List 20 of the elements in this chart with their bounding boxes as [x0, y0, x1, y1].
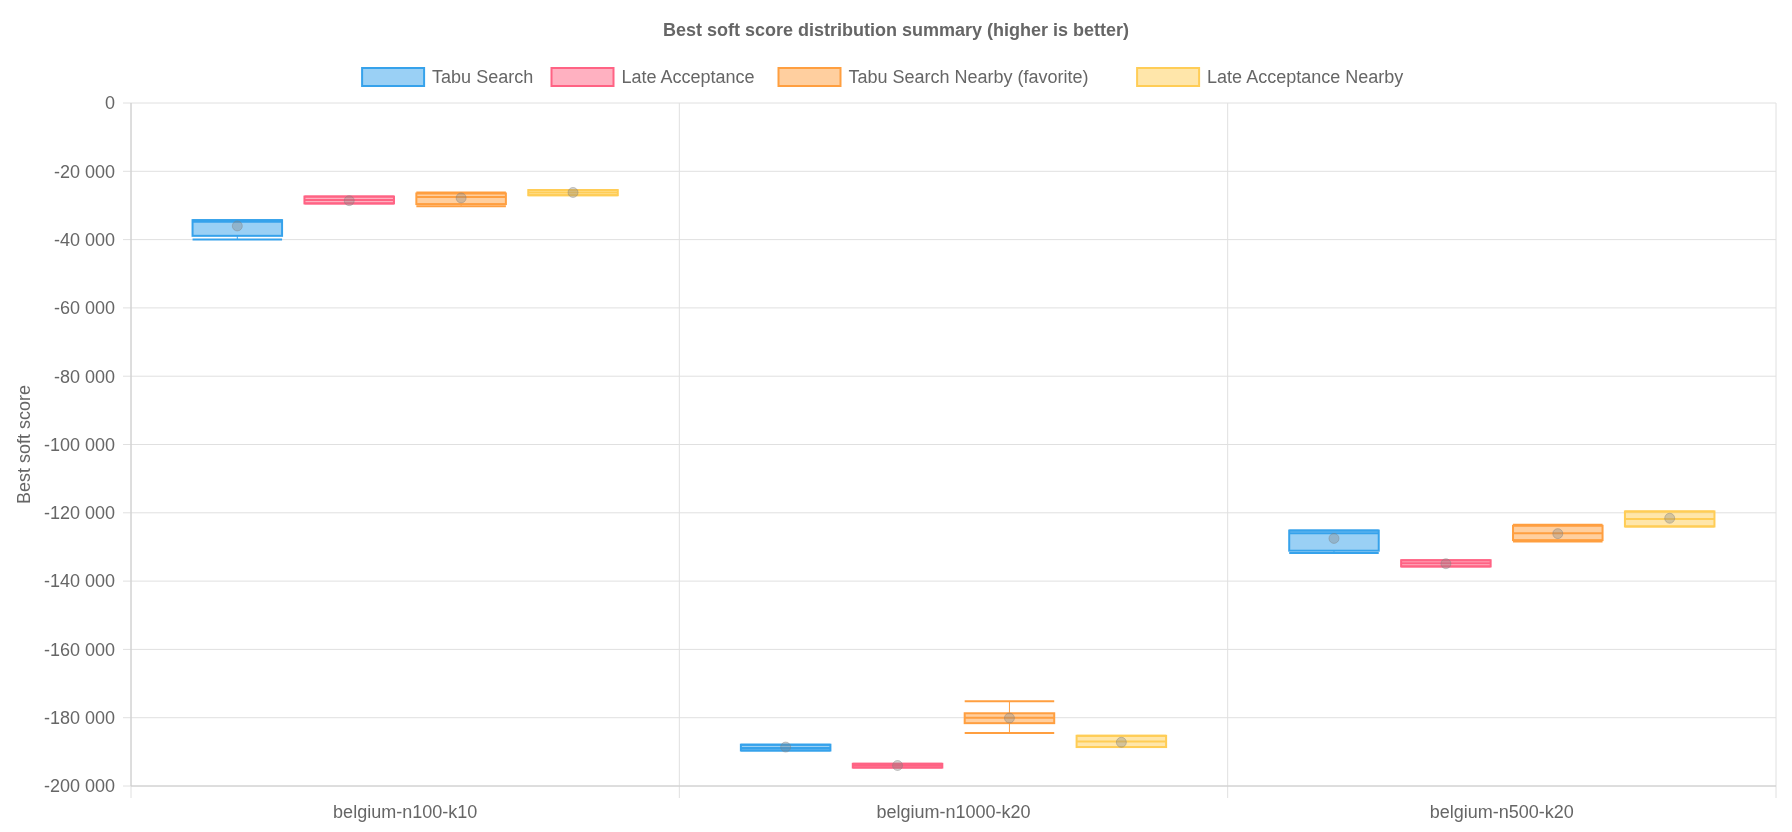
legend-label: Late Acceptance: [621, 67, 755, 87]
legend-label: Tabu Search: [432, 67, 534, 87]
y-tick-label: -120 000: [43, 503, 115, 524]
y-tick-label: -180 000: [43, 708, 115, 728]
y-tick-label: -140 000: [43, 571, 115, 592]
legend-label: Late Acceptance Nearby: [1207, 67, 1404, 87]
x-tick-label: belgium-n500-k20: [1429, 802, 1574, 822]
y-tick-label: -40 000: [53, 229, 115, 250]
y-tick-label: 0: [104, 93, 115, 114]
chart-title: Best soft score distribution summary (higher is better): [662, 20, 1130, 40]
legend-label: Tabu Search Nearby (favorite): [848, 67, 1089, 87]
y-axis-title: Best soft score: [14, 384, 34, 505]
y-tick-label: -80 000: [53, 366, 115, 387]
x-tick-label: belgium-n1000-k20: [876, 802, 1031, 822]
y-tick-label: -60 000: [53, 298, 115, 319]
y-tick-label: -20 000: [53, 161, 115, 182]
y-tick-label: -200 000: [43, 776, 115, 797]
y-tick-label: -100 000: [43, 434, 115, 455]
y-tick-label: -160 000: [43, 639, 115, 660]
x-tick-label: belgium-n100-k10: [333, 802, 478, 822]
